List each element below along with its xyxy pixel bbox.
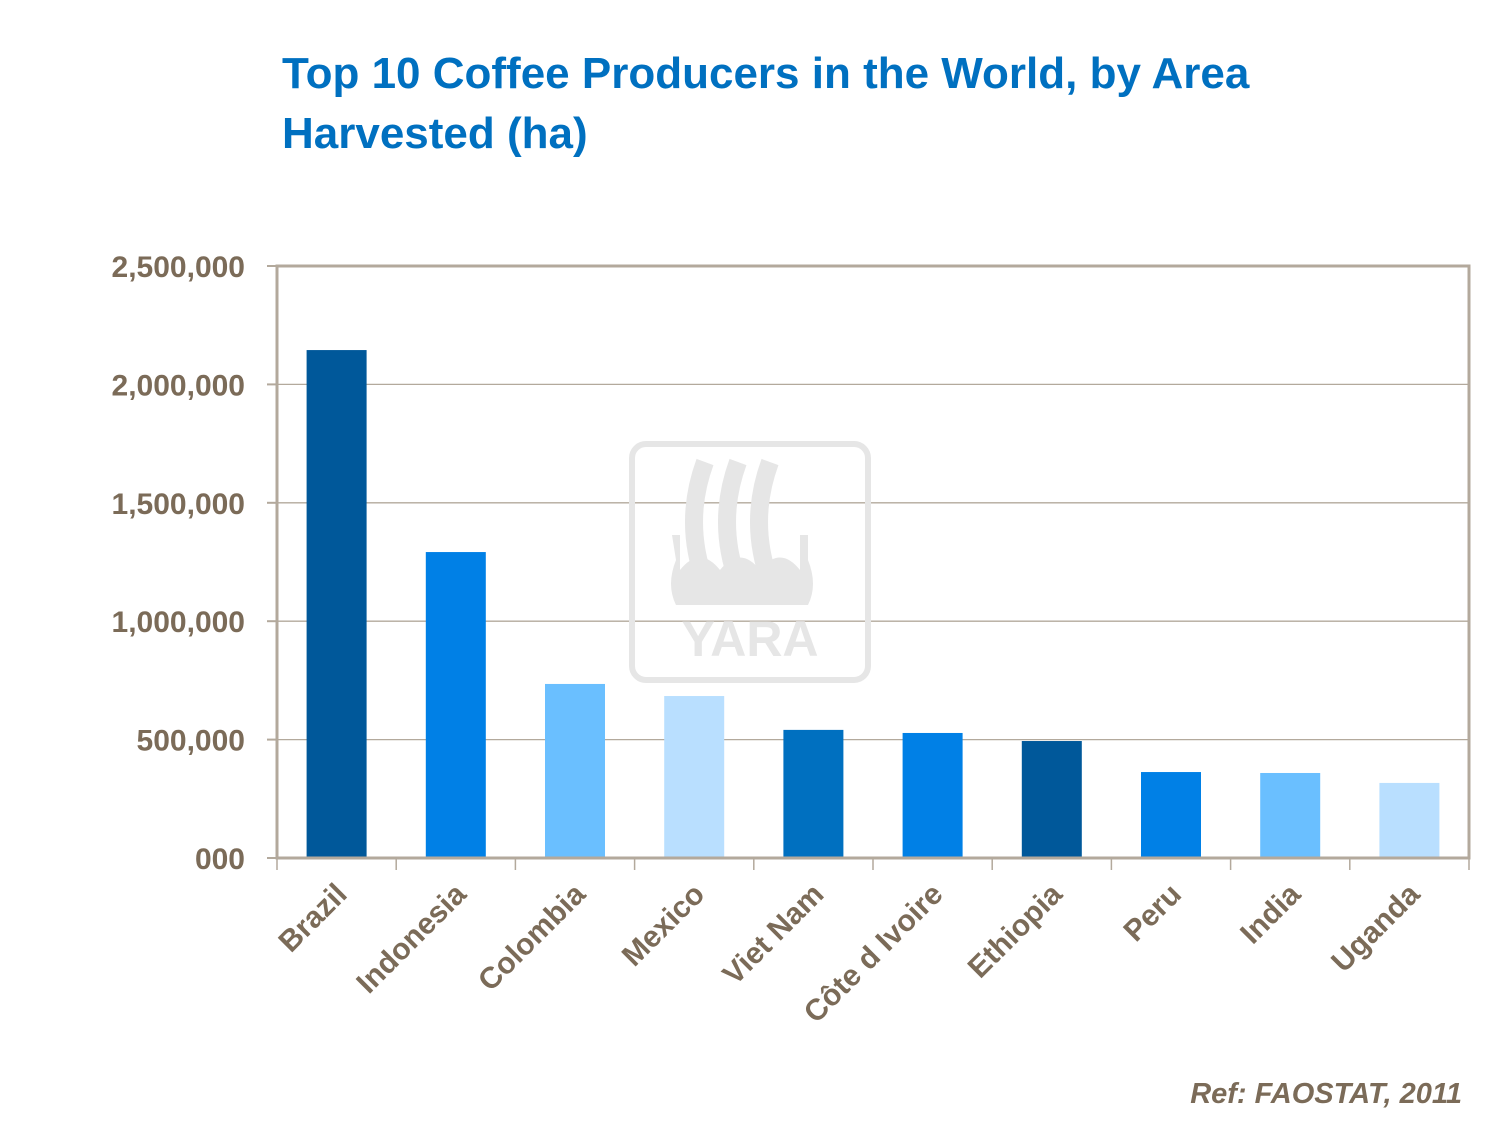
- y-tick-label: 2,000,000: [112, 369, 245, 402]
- bar-ethiopia: [1021, 741, 1082, 858]
- x-tick-label: Uganda: [1325, 877, 1426, 978]
- bar-indonesia: [425, 552, 486, 858]
- y-tick-label: 000: [195, 843, 245, 876]
- y-tick-label: 500,000: [137, 725, 245, 758]
- chart-title: Top 10 Coffee Producers in the World, by…: [282, 49, 1250, 158]
- watermark-text: YARA: [681, 611, 818, 667]
- x-tick-label: Indonesia: [350, 877, 473, 1000]
- x-tick-label: Peru: [1117, 878, 1188, 949]
- y-tick-label: 1,500,000: [112, 488, 245, 521]
- x-tick-label: Colombia: [472, 877, 592, 997]
- yara-watermark-logo: YARA: [629, 441, 871, 683]
- x-tick-label: India: [1234, 877, 1307, 950]
- x-tick-label: Mexico: [616, 878, 711, 973]
- x-tick-label: Viet Nam: [717, 878, 831, 992]
- bar-india: [1260, 772, 1321, 858]
- bar-colombia: [545, 683, 605, 858]
- bar-uganda: [1379, 782, 1440, 858]
- bar-viet-nam: [783, 729, 844, 858]
- y-tick-label: 2,500,000: [112, 251, 245, 284]
- y-tick-label: 1,000,000: [112, 606, 245, 639]
- bar-mexico: [664, 696, 725, 858]
- source-reference: Ref: FAOSTAT, 2011: [1190, 1078, 1462, 1110]
- bar-c-te-d-ivoire: [902, 732, 963, 858]
- watermark-ship: [671, 535, 813, 605]
- x-tick-label: Brazil: [272, 878, 353, 959]
- bar-peru: [1141, 772, 1201, 858]
- bar-brazil: [306, 350, 367, 858]
- watermark-frame: [629, 441, 871, 683]
- x-tick-label: Ethiopia: [962, 877, 1069, 984]
